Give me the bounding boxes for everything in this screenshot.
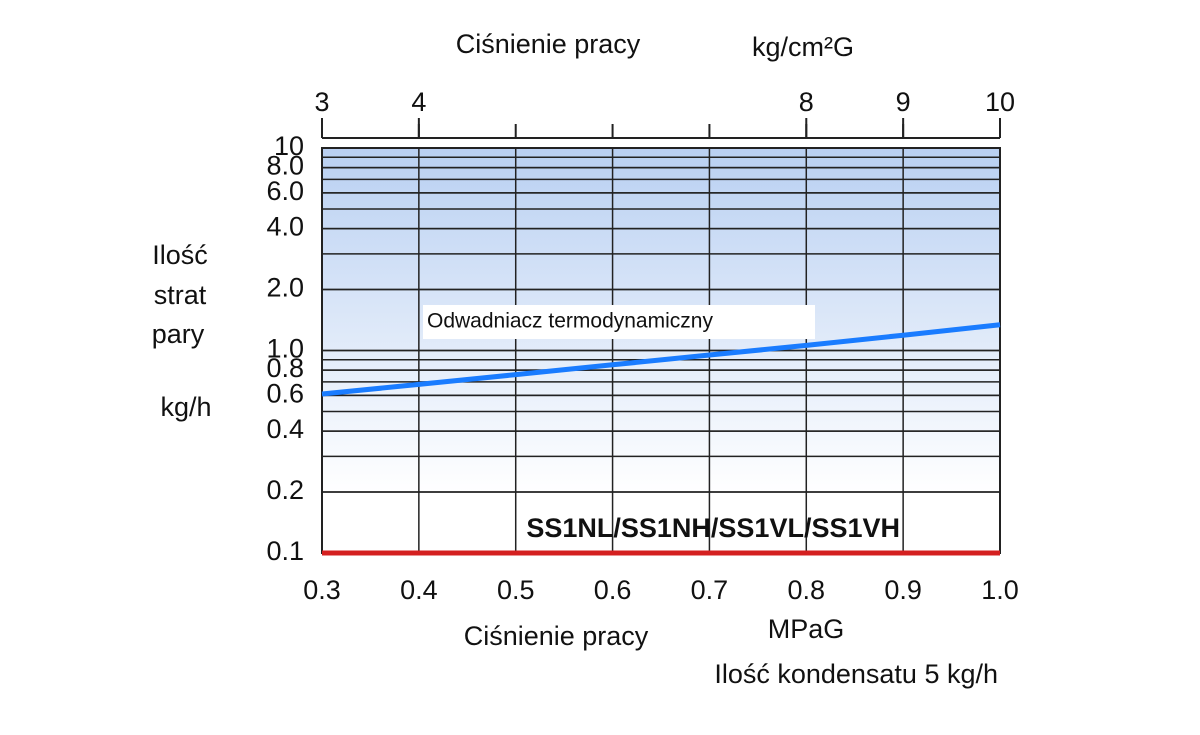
series-label: Odwadniacz termodynamiczny bbox=[427, 310, 713, 333]
y-tick-label: 4.0 bbox=[266, 212, 304, 242]
y-label: Ilość bbox=[152, 240, 208, 270]
y-tick-label: 2.0 bbox=[266, 273, 304, 303]
x-tick-label: 0.7 bbox=[691, 575, 729, 605]
x-tick-label: 0.3 bbox=[303, 575, 341, 605]
y-tick-label: 1.0 bbox=[266, 334, 304, 364]
x-axis-unit: MPaG bbox=[768, 614, 845, 644]
y-label: pary bbox=[152, 319, 205, 349]
y-tick-label: 8.0 bbox=[266, 151, 304, 181]
x-axis-title: Ciśnienie pracy bbox=[464, 621, 649, 651]
series-line bbox=[321, 322, 1001, 397]
top-tick-label: 10 bbox=[985, 87, 1015, 117]
y-label: strat bbox=[154, 280, 207, 310]
top-axis-title: Ciśnienie pracy bbox=[456, 29, 641, 59]
y-label: kg/h bbox=[160, 392, 211, 422]
top-axis-unit: kg/cm²G bbox=[752, 32, 854, 62]
note: Ilość kondensatu 5 kg/h bbox=[714, 659, 998, 689]
series-label: SS1NL/SS1NH/SS1VL/SS1VH bbox=[526, 513, 900, 543]
x-tick-label: 0.4 bbox=[400, 575, 438, 605]
y-tick-label: 0.4 bbox=[266, 414, 304, 444]
x-tick-label: 0.6 bbox=[594, 575, 632, 605]
y-tick-label: 0.8 bbox=[266, 353, 304, 383]
y-tick-label: 0.6 bbox=[266, 379, 304, 409]
top-tick-label: 9 bbox=[896, 87, 911, 117]
top-tick-label: 3 bbox=[314, 87, 329, 117]
y-tick-label: 0.2 bbox=[266, 475, 304, 505]
y-tick-label: 10 bbox=[274, 131, 304, 161]
top-tick-label: 8 bbox=[799, 87, 814, 117]
top-tick-label: 4 bbox=[411, 87, 426, 117]
y-tick-label: 0.1 bbox=[266, 536, 304, 566]
y-tick-label: 6.0 bbox=[266, 176, 304, 206]
x-tick-label: 0.8 bbox=[788, 575, 826, 605]
x-tick-label: 0.9 bbox=[884, 575, 922, 605]
x-tick-label: 1.0 bbox=[981, 575, 1019, 605]
x-tick-label: 0.5 bbox=[497, 575, 535, 605]
label-box bbox=[423, 305, 815, 339]
